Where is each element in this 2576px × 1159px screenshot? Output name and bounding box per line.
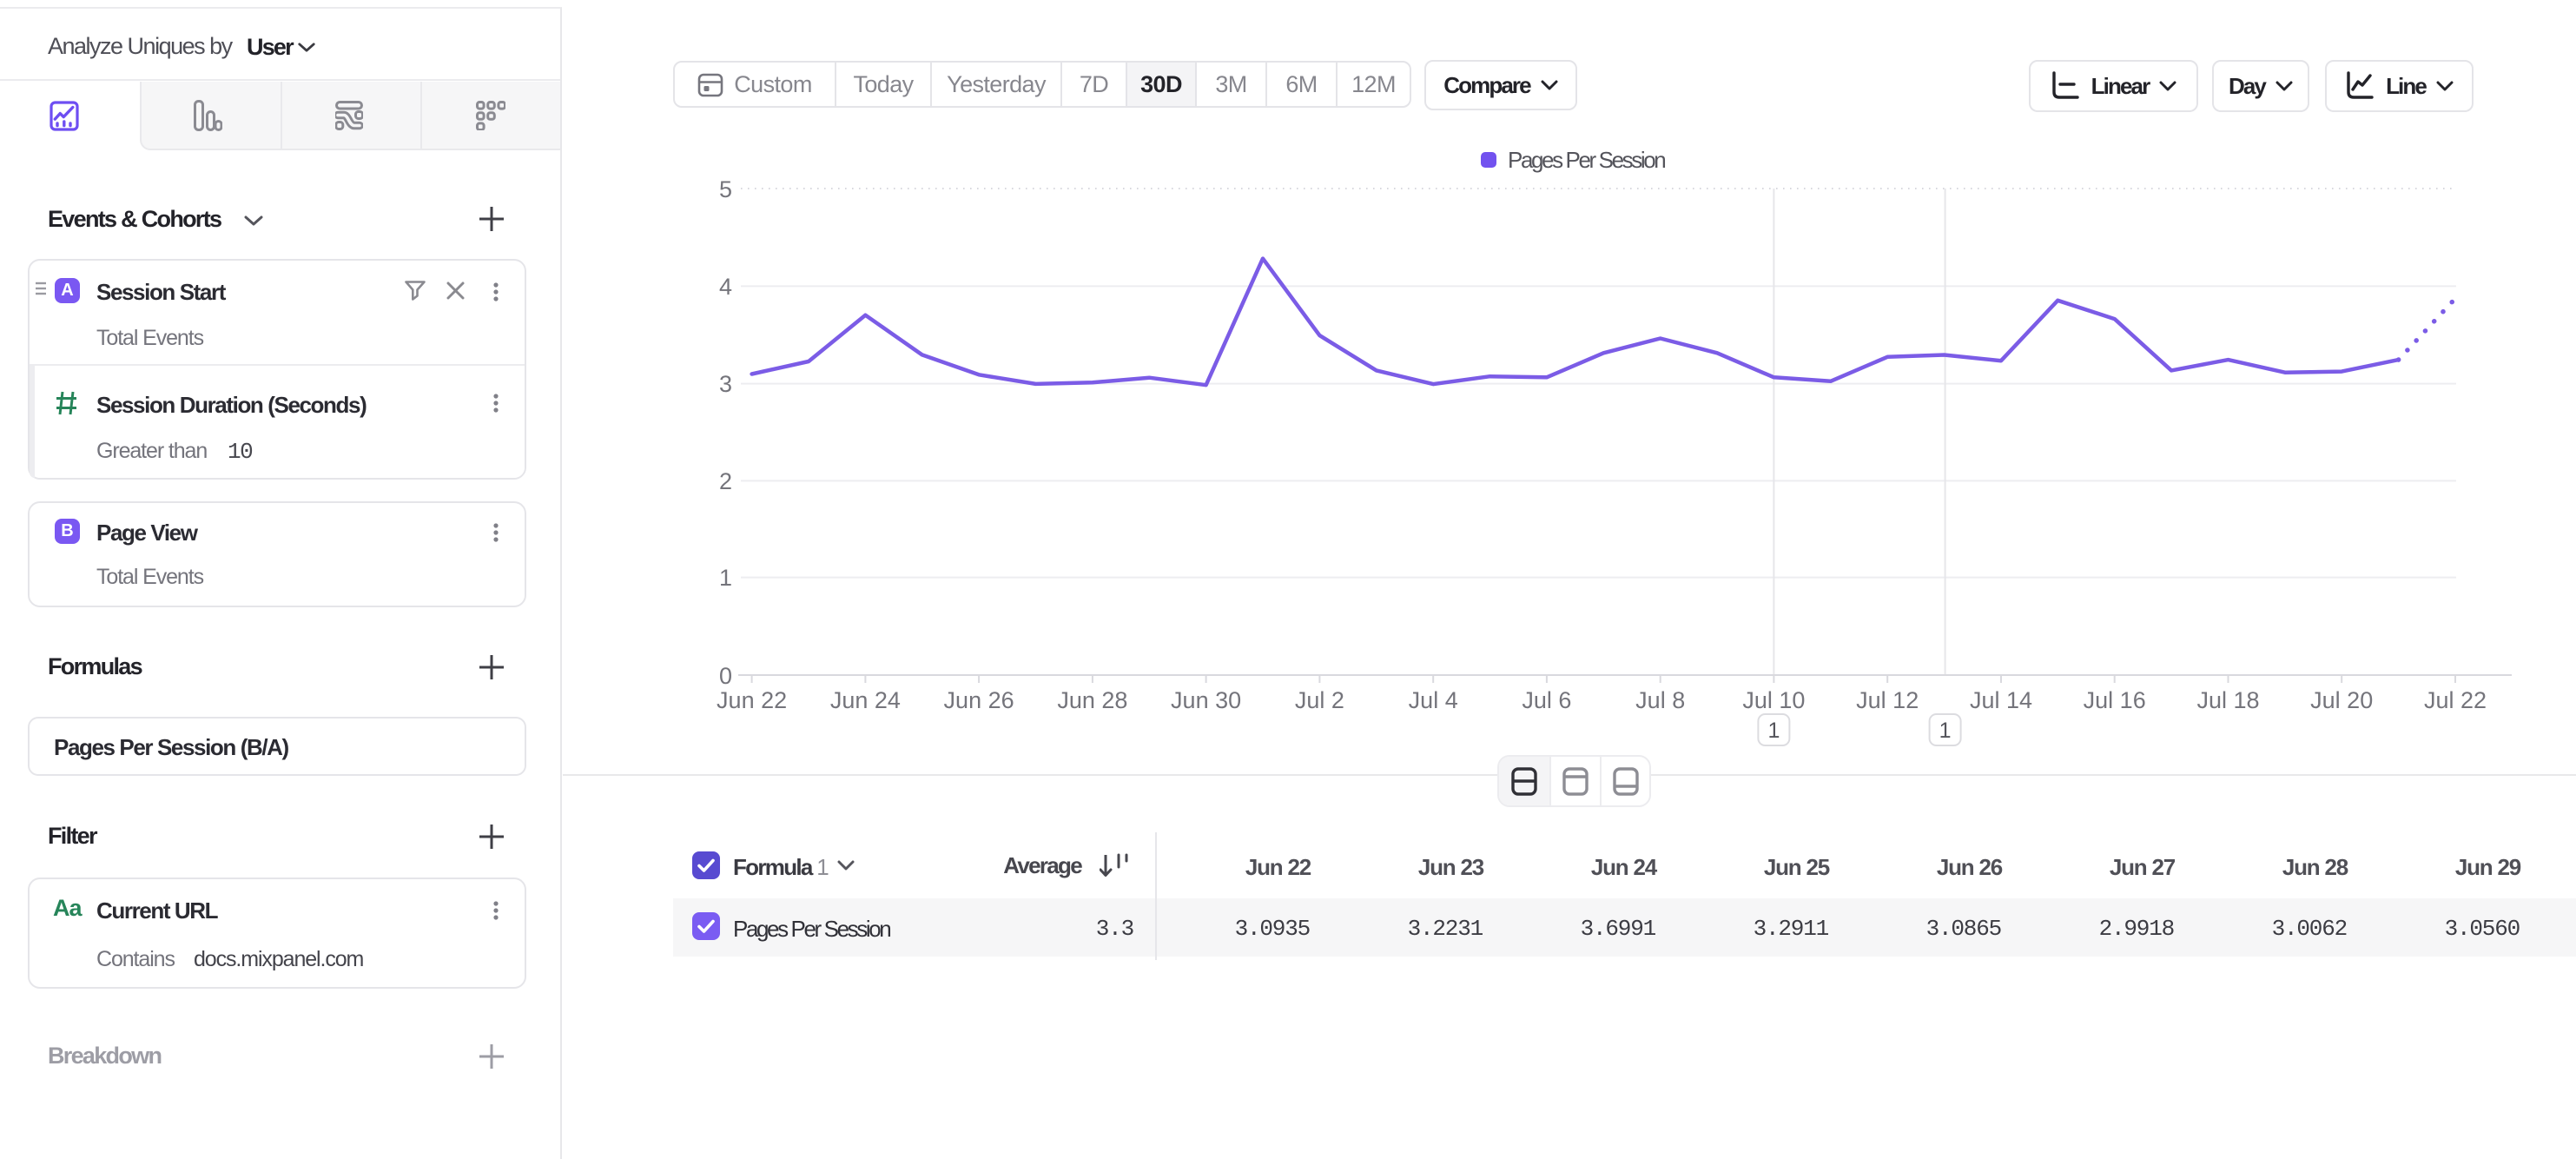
svg-text:Jul 22: Jul 22 [2424,687,2487,713]
svg-text:Jul 18: Jul 18 [2196,687,2259,713]
svg-text:Jul 12: Jul 12 [1856,687,1919,713]
svg-text:Jun 22: Jun 22 [717,687,787,713]
svg-text:Jul 4: Jul 4 [1409,687,1458,713]
svg-text:1: 1 [1939,719,1952,743]
svg-text:Jul 14: Jul 14 [1970,687,2032,713]
svg-text:Jul 8: Jul 8 [1635,687,1685,713]
svg-text:Jun 28: Jun 28 [1057,687,1127,713]
svg-text:Jul 10: Jul 10 [1742,687,1805,713]
svg-text:2: 2 [719,468,732,494]
svg-text:1: 1 [719,565,732,591]
svg-text:Jul 2: Jul 2 [1295,687,1344,713]
svg-text:Jul 20: Jul 20 [2310,687,2373,713]
svg-text:0: 0 [719,663,732,689]
svg-text:Jun 30: Jun 30 [1171,687,1241,713]
svg-text:Jun 26: Jun 26 [944,687,1014,713]
svg-text:Jul 6: Jul 6 [1522,687,1571,713]
svg-text:4: 4 [719,274,732,300]
svg-text:Jun 24: Jun 24 [830,687,901,713]
svg-text:1: 1 [1767,719,1780,743]
svg-text:5: 5 [719,176,732,202]
svg-text:Jul 16: Jul 16 [2084,687,2146,713]
svg-text:3: 3 [719,371,732,397]
